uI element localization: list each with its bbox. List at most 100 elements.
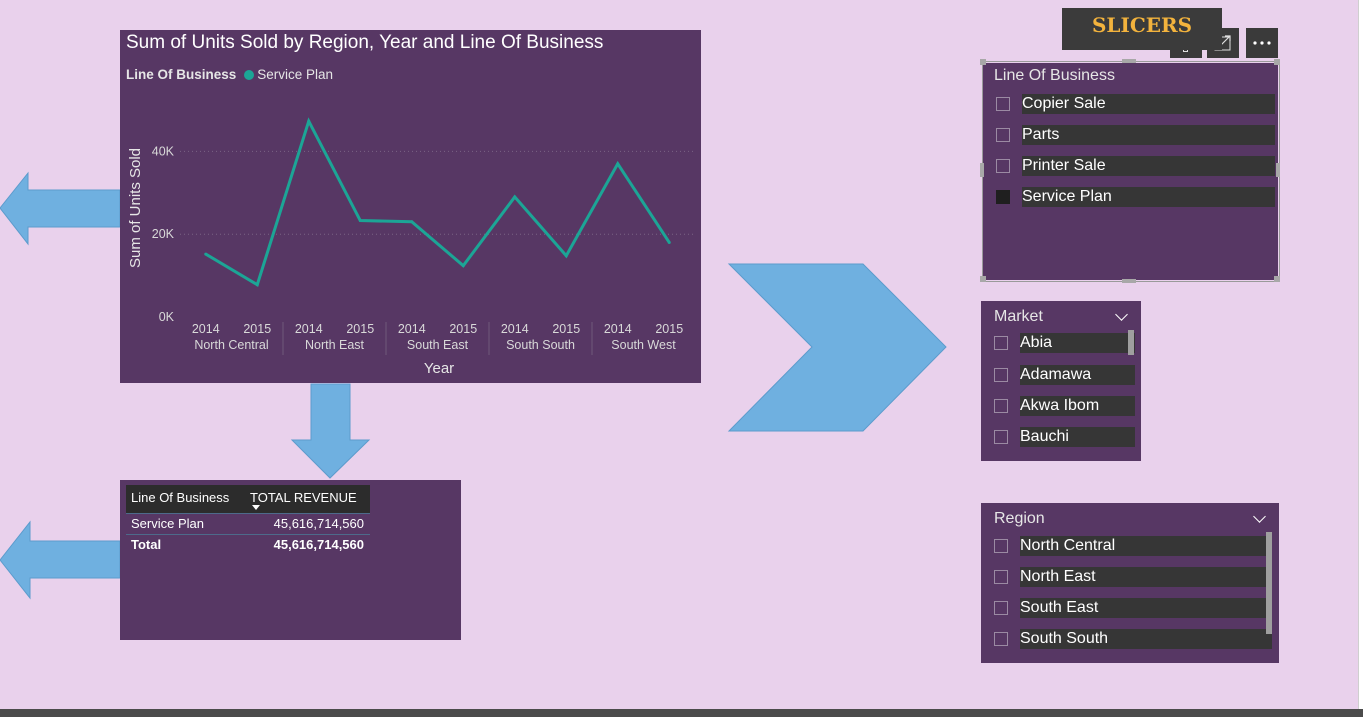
- slicer-item-parts[interactable]: Parts: [996, 125, 1275, 145]
- checkbox[interactable]: [994, 601, 1008, 615]
- slicer-item-label: North Central: [1020, 536, 1272, 556]
- table-total-row: Total 45,616,714,560: [126, 535, 370, 555]
- checkbox[interactable]: [996, 159, 1010, 173]
- sort-descending-icon[interactable]: [252, 505, 260, 510]
- slicer-line-of-business[interactable]: Line Of Business Copier Sale Parts Print…: [983, 63, 1278, 280]
- x-axis-title: Year: [424, 360, 454, 377]
- slicer-item-south-east[interactable]: South East: [994, 598, 1272, 618]
- checkbox-checked[interactable]: [996, 190, 1010, 204]
- left-arrow-icon: [0, 520, 121, 600]
- checkbox[interactable]: [994, 399, 1008, 413]
- window-edge: [1358, 0, 1363, 709]
- slicer-item-printer-sale[interactable]: Printer Sale: [996, 156, 1275, 176]
- slicers-heading-badge: SLICERS: [1062, 8, 1222, 50]
- y-tick-label: 20K: [152, 227, 175, 241]
- total-value: 45,616,714,560: [273, 537, 364, 552]
- y-tick-label: 0K: [159, 310, 175, 324]
- series-line: [204, 117, 671, 287]
- resize-handle[interactable]: [980, 59, 986, 65]
- resize-handle[interactable]: [1122, 279, 1136, 283]
- slicer-region[interactable]: Region North Central North East South Ea…: [981, 503, 1279, 663]
- data-point: [513, 195, 517, 199]
- left-arrow-icon: [0, 171, 121, 246]
- checkbox[interactable]: [994, 368, 1008, 382]
- slicer-item-label: Akwa Ibom: [1020, 396, 1135, 416]
- x-tick-label: 2015: [243, 322, 271, 336]
- slicer-market[interactable]: Market Abia Adamawa Akwa Ibom Bauchi: [981, 301, 1141, 461]
- slicer-item-label: South South: [1020, 629, 1272, 649]
- scrollbar[interactable]: [1266, 532, 1272, 634]
- chart-legend[interactable]: Line Of Business Service Plan: [126, 67, 333, 82]
- x-tick-label: 2015: [655, 322, 683, 336]
- legend-item[interactable]: Service Plan: [257, 67, 334, 82]
- data-point: [564, 254, 568, 258]
- slicer-item-adamawa[interactable]: Adamawa: [994, 365, 1135, 385]
- y-tick-label: 40K: [152, 144, 175, 158]
- checkbox[interactable]: [994, 632, 1008, 646]
- line-chart-visual[interactable]: Sum of Units Sold by Region, Year and Li…: [120, 30, 701, 383]
- slicer-item-akwa-ibom[interactable]: Akwa Ibom: [994, 396, 1135, 416]
- resize-handle[interactable]: [980, 163, 984, 177]
- data-point: [616, 162, 620, 166]
- x-tick-label: 2015: [346, 322, 374, 336]
- slicer-title: Market: [994, 308, 1043, 325]
- x-tick-label: 2014: [604, 322, 632, 336]
- checkbox[interactable]: [994, 430, 1008, 444]
- resize-handle[interactable]: [1276, 163, 1280, 177]
- checkbox[interactable]: [994, 336, 1008, 350]
- x-tick-label: 2015: [449, 322, 477, 336]
- x-group-label: North East: [305, 338, 365, 352]
- resize-handle[interactable]: [1122, 59, 1136, 63]
- column-header-total-revenue[interactable]: TOTAL REVENUE: [250, 490, 357, 505]
- revenue-table: Line Of Business TOTAL REVENUE Service P…: [126, 485, 370, 555]
- x-tick-label: 2015: [552, 322, 580, 336]
- data-point: [255, 283, 259, 287]
- chart-plot: 0K 20K 40K 2014 2015 2014 2015 2014 2015 2014 2015…: [127, 117, 695, 377]
- y-axis-title: Sum of Units Sold: [127, 148, 144, 268]
- scrollbar[interactable]: [1128, 330, 1134, 355]
- slicer-item-north-east[interactable]: North East: [994, 567, 1272, 587]
- resize-handle[interactable]: [980, 276, 986, 282]
- selection-frame: [982, 61, 1280, 282]
- data-point: [358, 219, 362, 223]
- bottom-bar: [0, 709, 1363, 717]
- revenue-table-visual[interactable]: Line Of Business TOTAL REVENUE Service P…: [120, 480, 461, 640]
- chart-title: Sum of Units Sold by Region, Year and Li…: [126, 32, 604, 53]
- slicer-item-service-plan[interactable]: Service Plan: [996, 187, 1275, 207]
- data-point: [667, 240, 671, 244]
- window-edge-line: [1358, 0, 1359, 709]
- checkbox[interactable]: [994, 539, 1008, 553]
- more-options-icon[interactable]: [1246, 28, 1278, 58]
- checkbox[interactable]: [994, 570, 1008, 584]
- table-row: Service Plan 45,616,714,560: [126, 514, 370, 535]
- slicer-item-bauchi[interactable]: Bauchi: [994, 427, 1135, 447]
- slicer-item-label: Bauchi: [1020, 427, 1135, 447]
- checkbox[interactable]: [996, 128, 1010, 142]
- x-group-label: South East: [407, 338, 469, 352]
- checkbox[interactable]: [996, 97, 1010, 111]
- data-point: [461, 264, 465, 268]
- data-point: [410, 220, 414, 224]
- legend-title: Line Of Business: [126, 67, 237, 82]
- slicer-item-label: Printer Sale: [1022, 156, 1275, 176]
- x-group-label: South South: [506, 338, 575, 352]
- slicer-item-copier-sale[interactable]: Copier Sale: [996, 94, 1275, 114]
- slicer-title: Region: [994, 510, 1045, 527]
- slicer-item-label: Service Plan: [1022, 187, 1275, 207]
- chevron-arrow-icon: [727, 263, 947, 432]
- slicer-item-label: Parts: [1022, 125, 1275, 145]
- resize-handle[interactable]: [1274, 276, 1280, 282]
- slicer-item-south-south[interactable]: South South: [994, 629, 1272, 649]
- slicer-item-abia[interactable]: Abia: [994, 333, 1135, 353]
- slicer-item-label: North East: [1020, 567, 1272, 587]
- resize-handle[interactable]: [1274, 59, 1280, 65]
- slicer-item-north-central[interactable]: North Central: [994, 536, 1272, 556]
- x-tick-label: 2014: [398, 322, 426, 336]
- chevron-down-icon[interactable]: [1115, 308, 1128, 321]
- slicer-item-label: South East: [1020, 598, 1272, 618]
- column-header-line-of-business[interactable]: Line Of Business: [131, 490, 230, 505]
- down-arrow-icon: [290, 383, 371, 479]
- legend-marker-icon: [244, 69, 255, 80]
- total-label: Total: [131, 537, 162, 552]
- chevron-down-icon[interactable]: [1253, 510, 1266, 523]
